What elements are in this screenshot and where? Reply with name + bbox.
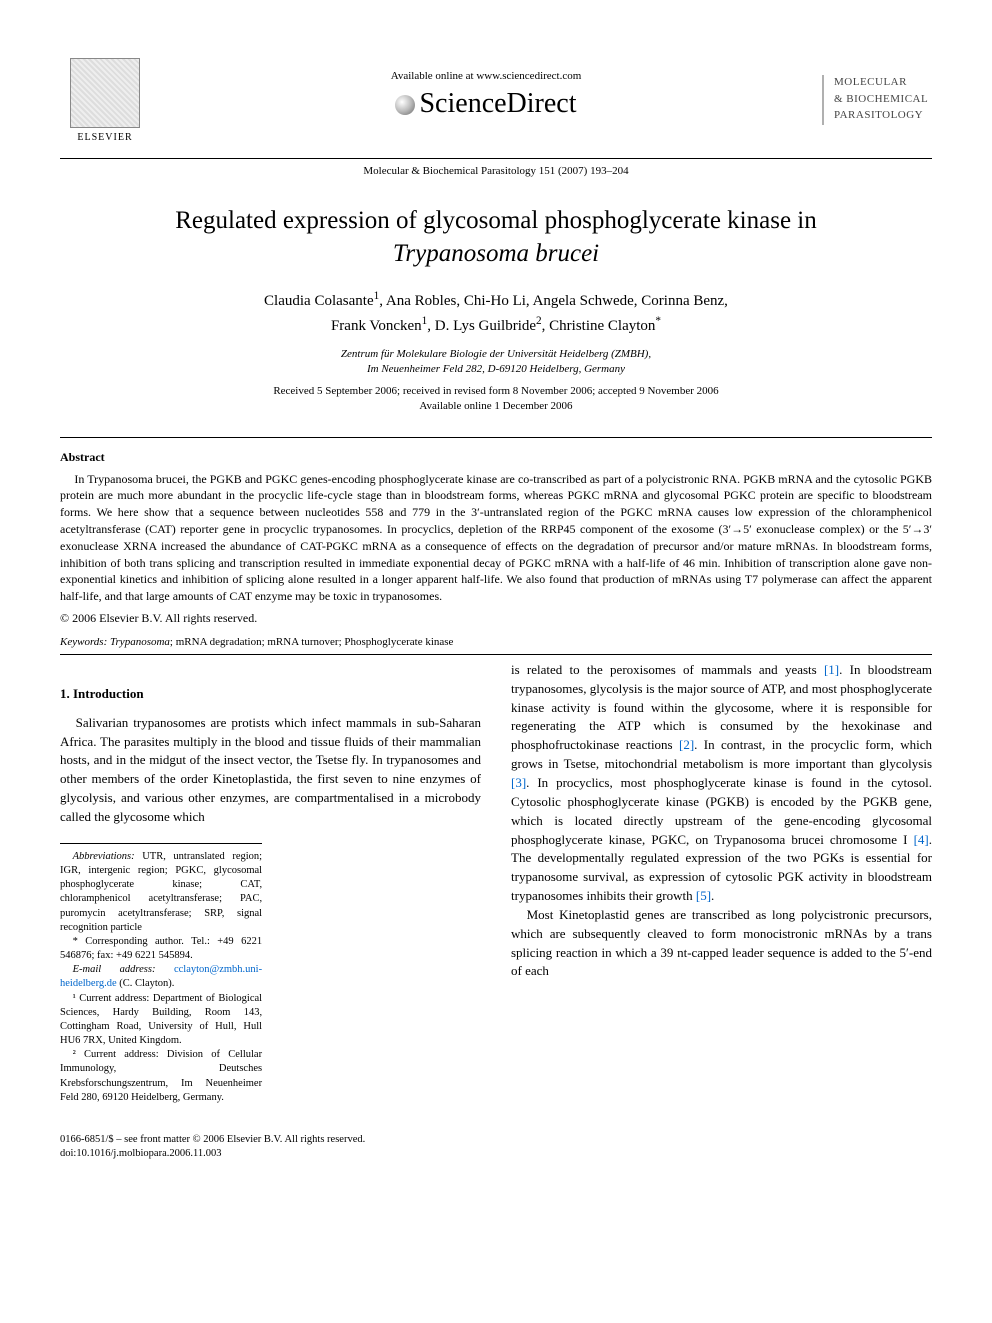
rule-above-abstract xyxy=(60,437,932,438)
email-label: E-mail address: xyxy=(73,964,156,975)
section-1-heading: 1. Introduction xyxy=(60,685,481,704)
keywords-text: Trypanosoma; mRNA degradation; mRNA turn… xyxy=(110,636,453,648)
journal-badge: MOLECULAR & BIOCHEMICAL PARASITOLOGY xyxy=(822,75,932,126)
footnote-2: ² Current address: Division of Cellular … xyxy=(60,1048,262,1105)
journal-badge-line-1: MOLECULAR xyxy=(834,75,932,90)
intro-para-2: Most Kinetoplastid genes are transcribed… xyxy=(511,906,932,981)
journal-badge-line-3: PARASITOLOGY xyxy=(834,108,932,123)
elsevier-tree-icon xyxy=(70,58,140,128)
abbrev-label: Abbreviations: xyxy=(73,851,135,862)
body-columns: 1. Introduction Salivarian trypanosomes … xyxy=(60,661,932,1105)
sd-brand-text: ScienceDirect xyxy=(419,88,576,119)
author-list: Claudia Colasante1, Ana Robles, Chi-Ho L… xyxy=(100,288,892,337)
citation-ref-5[interactable]: [5] xyxy=(696,888,711,903)
footer-line-1: 0166-6851/$ – see front matter © 2006 El… xyxy=(60,1133,932,1147)
keywords-label: Keywords: xyxy=(60,636,107,648)
abbrev-text: UTR, untranslated region; IGR, intergeni… xyxy=(60,851,262,933)
citation-line: Molecular & Biochemical Parasitology 151… xyxy=(60,165,932,177)
abstract-copyright: © 2006 Elsevier B.V. All rights reserved… xyxy=(60,611,932,626)
citation-ref-1[interactable]: [1] xyxy=(824,662,839,677)
affiliation: Zentrum für Molekulare Biologie der Univ… xyxy=(60,347,932,378)
citation-ref-3[interactable]: [3] xyxy=(511,775,526,790)
footer-bar: 0166-6851/$ – see front matter © 2006 El… xyxy=(60,1133,932,1161)
footnotes-block: Abbreviations: UTR, untranslated region;… xyxy=(60,843,262,1105)
intro-para-1a: Salivarian trypanosomes are protists whi… xyxy=(60,714,481,827)
journal-header: ELSEVIER Available online at www.science… xyxy=(60,50,932,159)
email-after: (C. Clayton). xyxy=(119,978,174,989)
article-dates: Received 5 September 2006; received in r… xyxy=(60,384,932,415)
available-online-text: Available online at www.sciencedirect.co… xyxy=(150,70,822,82)
keywords: Keywords: Trypanosoma; mRNA degradation;… xyxy=(60,636,932,648)
sciencedirect-block: Available online at www.sciencedirect.co… xyxy=(150,70,822,130)
footer-line-2: doi:10.1016/j.molbiopara.2006.11.003 xyxy=(60,1147,932,1161)
citation-ref-4[interactable]: [4] xyxy=(914,832,929,847)
intro-para-1b: is related to the peroxisomes of mammals… xyxy=(511,661,932,906)
corresponding-author: * Corresponding author. Tel.: +49 6221 5… xyxy=(60,935,262,963)
elsevier-logo: ELSEVIER xyxy=(60,50,150,150)
sciencedirect-logo: ScienceDirect xyxy=(150,88,822,120)
sd-orb-icon xyxy=(395,95,415,115)
article-title: Regulated expression of glycosomal phosp… xyxy=(120,205,872,270)
abstract-body: In Trypanosoma brucei, the PGKB and PGKC… xyxy=(60,471,932,605)
journal-badge-line-2: & BIOCHEMICAL xyxy=(834,92,932,107)
citation-ref-2[interactable]: [2] xyxy=(679,737,694,752)
rule-below-keywords xyxy=(60,654,932,655)
elsevier-label: ELSEVIER xyxy=(77,132,132,143)
abstract-heading: Abstract xyxy=(60,450,932,465)
footnote-1: ¹ Current address: Department of Biologi… xyxy=(60,992,262,1049)
